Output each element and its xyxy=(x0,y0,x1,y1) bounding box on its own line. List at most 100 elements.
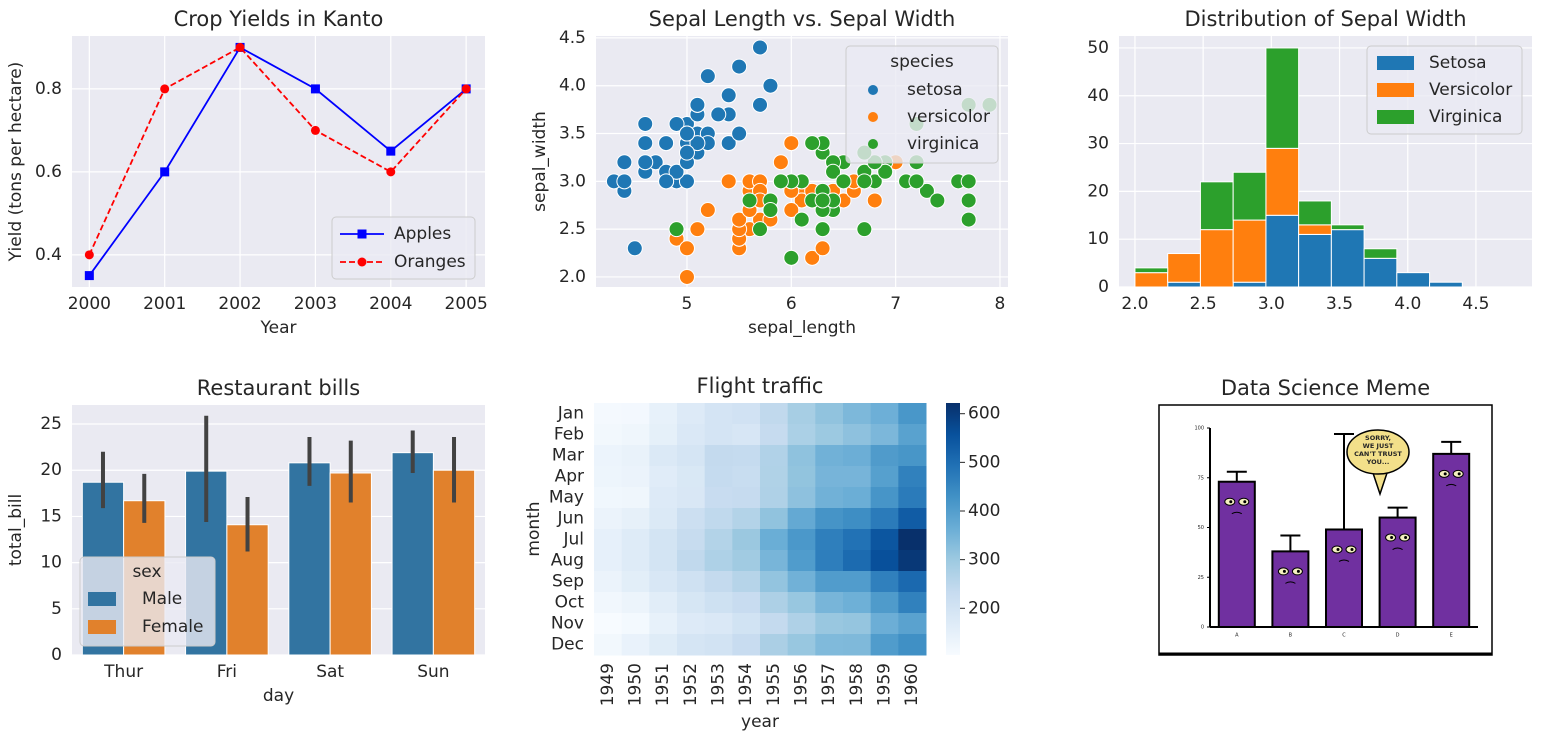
heat-cell xyxy=(594,613,623,635)
bar xyxy=(329,472,372,656)
heat-cell xyxy=(677,445,706,467)
heat-cell xyxy=(898,403,927,425)
point xyxy=(866,192,883,209)
x-tick-label: D xyxy=(1396,633,1400,639)
heat-cell xyxy=(870,634,899,656)
legend-label: virginica xyxy=(907,134,979,154)
point xyxy=(772,154,789,171)
x-tick-label: 2000 xyxy=(68,294,111,314)
heat-cell xyxy=(898,529,927,551)
legend-label: Virginica xyxy=(1429,107,1502,127)
marker xyxy=(386,167,396,177)
bar xyxy=(1134,267,1169,274)
marker xyxy=(235,42,245,52)
y-tick-label: 3.5 xyxy=(559,124,586,144)
heat-cell xyxy=(843,466,872,488)
x-tick-label: 1955 xyxy=(764,663,784,706)
bar xyxy=(1325,528,1363,628)
x-axis-label: sepal_length xyxy=(748,318,856,338)
point xyxy=(793,211,810,228)
heat-cell xyxy=(677,571,706,593)
colorbar-tick-label: 600 xyxy=(968,404,1000,424)
point xyxy=(626,240,643,257)
bar xyxy=(1298,233,1332,288)
heat-cell xyxy=(787,508,816,530)
bar xyxy=(1167,253,1201,283)
heat-cell xyxy=(843,445,872,467)
bar xyxy=(1265,147,1300,216)
point xyxy=(752,96,769,113)
pupil xyxy=(1390,536,1394,540)
heat-cell xyxy=(704,550,733,572)
heat-cell xyxy=(815,613,844,635)
heat-cell xyxy=(732,466,761,488)
heat-cell xyxy=(704,613,733,635)
pupil xyxy=(1350,547,1354,551)
heat-cell xyxy=(815,592,844,614)
legend-marker xyxy=(868,139,878,149)
point xyxy=(616,173,633,190)
point xyxy=(856,173,873,190)
speech-text: CAN'T TRUST xyxy=(1354,450,1402,458)
heat-cell xyxy=(649,613,678,635)
point xyxy=(814,240,831,257)
x-tick-label: 6 xyxy=(786,294,797,314)
bar xyxy=(1432,452,1471,628)
x-tick-label: 1951 xyxy=(653,663,673,706)
x-tick-label: 1953 xyxy=(709,663,729,706)
legend-patch xyxy=(88,620,116,634)
heat-cell xyxy=(787,466,816,488)
heat-cell xyxy=(843,571,872,593)
heat-cell xyxy=(732,529,761,551)
heat-cell xyxy=(870,403,899,425)
point xyxy=(720,87,737,104)
heat-cell xyxy=(815,424,844,446)
point xyxy=(637,154,654,171)
point xyxy=(814,221,831,238)
heat-cell xyxy=(649,571,678,593)
x-tick-label: 1957 xyxy=(819,663,839,706)
heat-cell xyxy=(594,550,623,572)
heat-cell xyxy=(621,445,650,467)
y-tick-label: 0 xyxy=(1201,625,1204,631)
heat-cell xyxy=(843,487,872,509)
heat-cell xyxy=(787,403,816,425)
bar xyxy=(1330,224,1365,231)
colorbar-tick-label: 400 xyxy=(968,501,1000,521)
y-tick-label: 0.4 xyxy=(35,245,62,265)
point xyxy=(804,135,821,152)
heat-cell xyxy=(760,592,789,614)
heat-cell xyxy=(760,466,789,488)
pupil xyxy=(1282,569,1286,573)
speech-text: WE JUST xyxy=(1363,442,1394,450)
heat-cell xyxy=(621,613,650,635)
heat-cell xyxy=(898,613,927,635)
heat-cell xyxy=(649,550,678,572)
point xyxy=(678,173,695,190)
heat-cell xyxy=(898,424,927,446)
chart-title: Sepal Length vs. Sepal Width xyxy=(649,7,956,31)
heat-cell xyxy=(732,613,761,635)
x-tick-label: 2001 xyxy=(143,294,186,314)
point xyxy=(835,173,852,190)
point xyxy=(678,144,695,161)
heat-cell xyxy=(594,508,623,530)
heat-cell xyxy=(843,424,872,446)
marker xyxy=(310,84,320,94)
y-tick-label: Feb xyxy=(554,425,584,445)
heat-cell xyxy=(649,529,678,551)
x-tick-label: 2004 xyxy=(369,294,412,314)
x-axis-label: Year xyxy=(260,318,297,338)
marker xyxy=(461,84,471,94)
heat-cell xyxy=(732,403,761,425)
legend-title: species xyxy=(890,52,954,72)
y-tick-label: 20 xyxy=(40,460,62,480)
y-tick-label: Jan xyxy=(557,404,584,424)
heat-cell xyxy=(594,445,623,467)
x-tick-label: B xyxy=(1289,633,1293,639)
point xyxy=(783,202,800,219)
y-tick-label: 0 xyxy=(51,645,62,665)
heat-cell xyxy=(898,508,927,530)
heat-cell xyxy=(760,445,789,467)
y-axis-label: month xyxy=(524,501,544,556)
